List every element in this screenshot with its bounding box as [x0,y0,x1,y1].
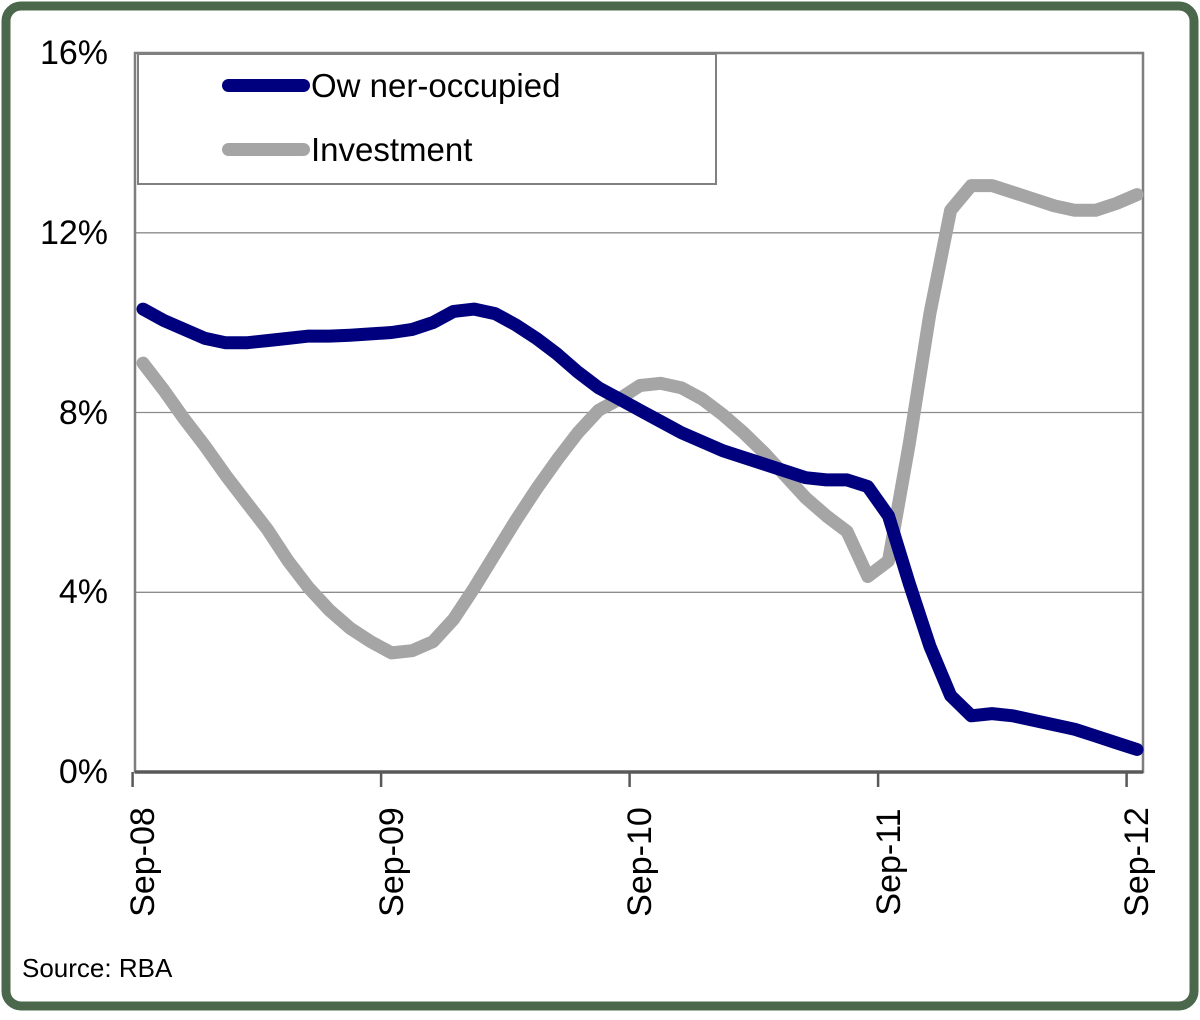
investment-legend-label: Investment [311,131,473,168]
owner-occupied-legend-label: Ow ner-occupied [311,67,561,104]
investment-legend-swatch [222,143,310,156]
x-axis-label: Sep-11 [870,808,908,916]
y-axis-label: 12% [39,214,108,252]
data-lines [136,179,1144,756]
legend-box: Ow ner-occupied Investment [137,53,717,185]
x-axis-label: Sep-10 [621,807,659,917]
x-axis-label: Sep-09 [373,807,411,917]
y-axis-label: 16% [39,34,108,72]
x-axis-label: Sep-12 [1118,807,1156,917]
y-axis-label: 8% [58,394,108,432]
source-note: Source: RBA [22,953,173,983]
owner-occupied-line [136,302,1144,756]
owner-occupied-legend-swatch [222,79,310,92]
investment-line [136,179,1144,660]
y-axis-label: 0% [58,753,108,791]
x-axis-label: Sep-08 [124,807,162,917]
x-axis-ticks [131,772,1128,787]
y-axis-label: 4% [58,573,108,611]
